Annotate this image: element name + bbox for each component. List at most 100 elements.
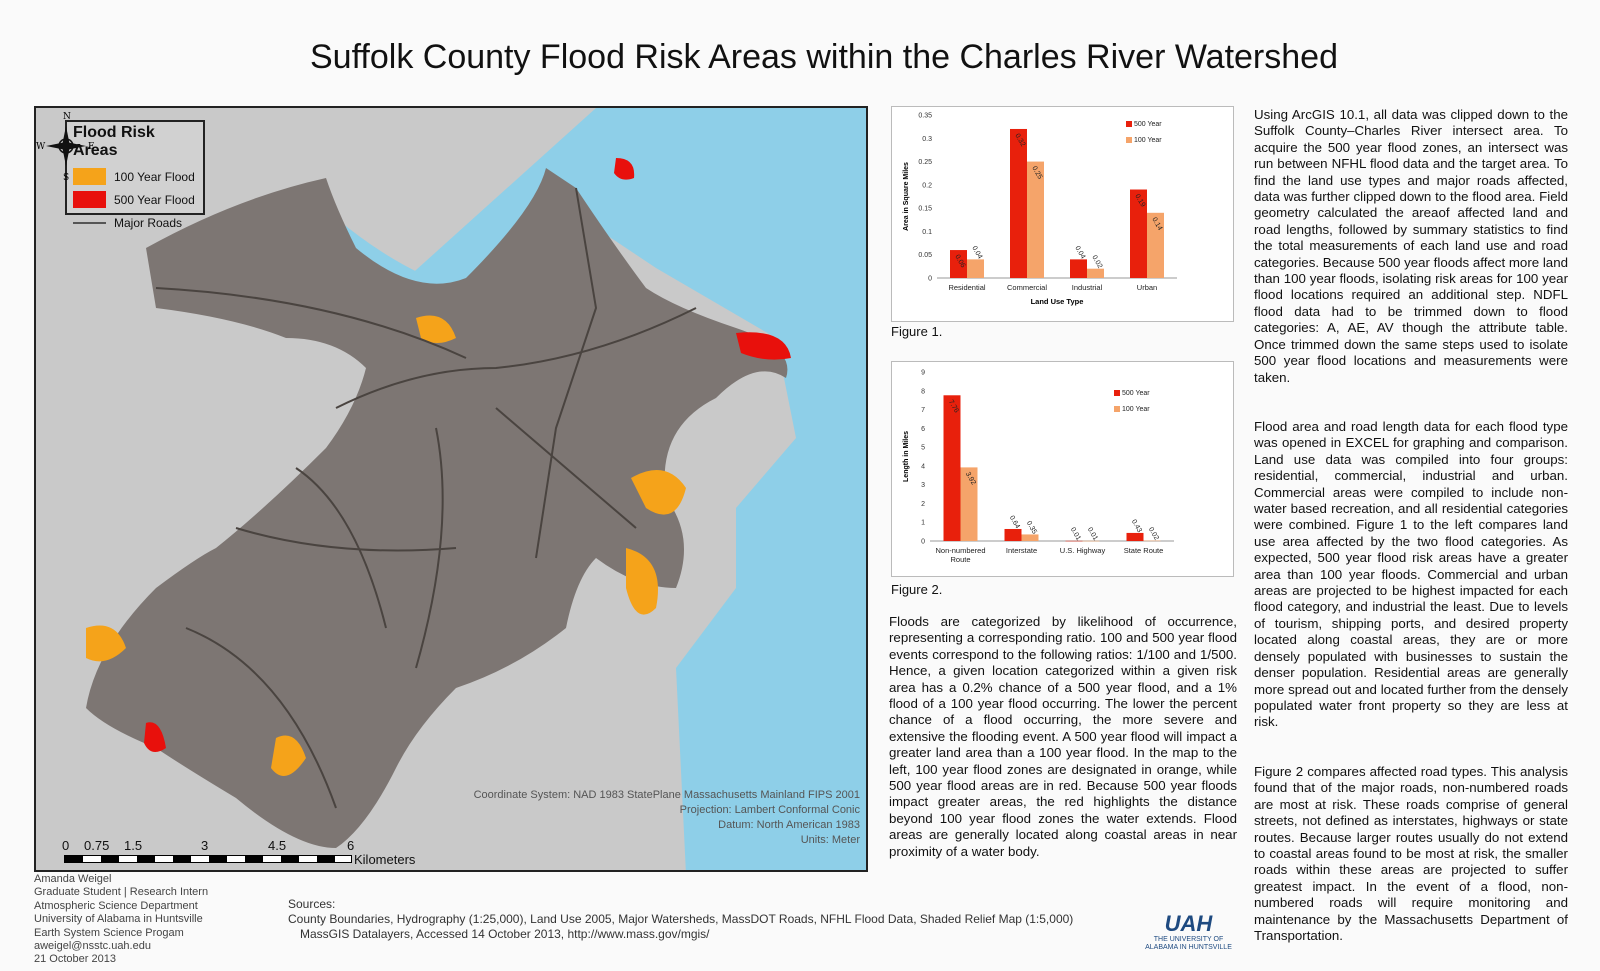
y-tick-label: 6 bbox=[921, 426, 925, 433]
uah-logo: UAH THE UNIVERSITY OF ALABAMA IN HUNTSVI… bbox=[1141, 912, 1236, 962]
y-tick-label: 0.25 bbox=[918, 159, 932, 166]
land-use-bar-chart: 0 0.05 0.1 0.15 0.2 0.25 0.3 0.35 Area in Square… bbox=[903, 113, 1177, 306]
bar-500-year bbox=[950, 250, 967, 278]
scale-tick: 1.5 bbox=[124, 838, 143, 853]
figure-1-chart: 0 0.05 0.1 0.15 0.2 0.25 0.3 0.35 Area in Square… bbox=[891, 106, 1234, 322]
author-block: Amanda Weigel Graduate Student | Researc… bbox=[34, 873, 208, 967]
category-label: U.S. Highway bbox=[1060, 546, 1106, 555]
map-metadata: Coordinate System: NAD 1983 StatePlane M… bbox=[474, 788, 860, 848]
scale-bar-graphic bbox=[64, 855, 352, 863]
author-university: University of Alabama in Huntsville bbox=[34, 913, 203, 926]
bar-100-year bbox=[1087, 268, 1104, 278]
scale-bar: 0 0.75 1.5 3 4.5 6 Kilometers bbox=[62, 838, 422, 868]
author-email: aweigel@nsstc.uah.edu bbox=[34, 940, 151, 953]
flood-map[interactable]: Flood Risk Areas 100 Year Flood 500 Year… bbox=[34, 106, 868, 872]
legend-label: 100 Year bbox=[1134, 137, 1162, 144]
y-tick-label: 0.05 bbox=[918, 252, 932, 259]
legend-label: 500 Year bbox=[1122, 390, 1150, 397]
category-label: Urban bbox=[1137, 283, 1157, 292]
orange-swatch bbox=[73, 168, 106, 185]
data-label: 0.01 bbox=[1069, 526, 1082, 541]
category-label: Non-numbered bbox=[935, 546, 985, 555]
scale-tick: 3 bbox=[201, 838, 209, 853]
data-label: 0.35 bbox=[1025, 520, 1038, 535]
scale-tick: 6 bbox=[347, 838, 355, 853]
author-program: Earth System Science Progam bbox=[34, 926, 184, 939]
legend-swatch bbox=[1114, 406, 1120, 412]
logo-mark: UAH bbox=[1164, 911, 1213, 936]
scale-unit: Kilometers bbox=[354, 852, 416, 867]
data-label: 0.02 bbox=[1090, 254, 1103, 269]
road-line-swatch bbox=[73, 221, 106, 224]
scale-tick: 0 bbox=[62, 838, 70, 853]
projection: Projection: Lambert Conformal Conic bbox=[679, 804, 860, 816]
legend-item-100-year: 100 Year Flood bbox=[73, 165, 197, 188]
compass-e: E bbox=[88, 142, 95, 152]
category-label: Interstate bbox=[1006, 546, 1037, 555]
data-label: 0.01 bbox=[1086, 526, 1099, 541]
y-tick-label: 0.15 bbox=[918, 206, 932, 213]
y-tick-label: 0 bbox=[928, 276, 932, 283]
category-label: Industrial bbox=[1072, 283, 1103, 292]
data-label: 0.64 bbox=[1008, 515, 1021, 530]
bar-100-year bbox=[1021, 534, 1039, 541]
scale-tick: 0.75 bbox=[84, 838, 110, 853]
compass-n: N bbox=[63, 112, 71, 122]
y-tick-label: 0.2 bbox=[922, 182, 932, 189]
logo-line-1: THE UNIVERSITY OF bbox=[1153, 936, 1224, 943]
map-legend: Flood Risk Areas 100 Year Flood 500 Year… bbox=[65, 120, 205, 230]
y-tick-label: 7 bbox=[921, 407, 925, 414]
author-date: 21 October 2013 bbox=[34, 953, 116, 966]
sources-label: Sources: bbox=[288, 897, 336, 911]
bar-100-year bbox=[1143, 540, 1161, 542]
harbor-water bbox=[396, 108, 866, 870]
legend-label: Major Roads bbox=[114, 215, 183, 230]
compass-s: S bbox=[63, 173, 69, 183]
category-label: Route bbox=[950, 555, 970, 564]
legend-swatch bbox=[1114, 390, 1120, 396]
sources-block: Sources: County Boundaries, Hydrography … bbox=[288, 897, 1073, 942]
scale-tick: 4.5 bbox=[268, 838, 287, 853]
compass-rose-icon: N S E W bbox=[36, 112, 95, 183]
methods-paragraph: Using ArcGIS 10.1, all data was clipped … bbox=[1254, 107, 1568, 385]
y-tick-label: 0 bbox=[921, 539, 925, 546]
y-axis-label: Length in Miles bbox=[903, 431, 910, 482]
bar-500-year bbox=[1126, 532, 1144, 541]
bar-500-year bbox=[1010, 128, 1027, 278]
bar-100-year bbox=[1147, 212, 1164, 278]
bar-500-year bbox=[1065, 540, 1083, 542]
bar-100-year bbox=[967, 259, 984, 278]
author-name: Amanda Weigel bbox=[34, 873, 112, 885]
bar-500-year bbox=[1004, 528, 1022, 541]
legend-label: 100 Year bbox=[1122, 406, 1150, 413]
map-graphic bbox=[86, 108, 866, 870]
y-tick-label: 0.1 bbox=[922, 229, 932, 236]
legend-swatch bbox=[1126, 121, 1132, 127]
sources-line-2: MassGIS Datalayers, Accessed 14 October … bbox=[300, 927, 710, 941]
compass-w: W bbox=[36, 142, 46, 152]
data-label: 0.04 bbox=[1073, 245, 1086, 260]
major-roads bbox=[155, 187, 697, 809]
y-tick-label: 1 bbox=[921, 520, 925, 527]
legend-label: 100 Year Flood bbox=[114, 169, 195, 184]
analysis-paragraph-2: Figure 2 compares affected road types. T… bbox=[1254, 764, 1568, 944]
author-role: Graduate Student | Research Intern bbox=[34, 886, 209, 899]
y-tick-label: 3 bbox=[921, 482, 925, 489]
data-label: 0.02 bbox=[1147, 526, 1160, 541]
legend-item-500-year: 500 Year Flood bbox=[73, 188, 197, 211]
analysis-paragraph-1: Flood area and road length data for each… bbox=[1254, 419, 1568, 730]
legend-swatch bbox=[1126, 137, 1132, 143]
bar-100-year bbox=[1082, 540, 1100, 542]
y-tick-label: 0.35 bbox=[918, 113, 932, 120]
x-axis-label: Land Use Type bbox=[1031, 297, 1084, 306]
datum: Datum: North American 1983 bbox=[718, 819, 860, 831]
bar-500-year bbox=[1130, 189, 1147, 278]
sources-line-1: County Boundaries, Hydrography (1:25,000… bbox=[288, 912, 1074, 926]
bar-500-year bbox=[943, 395, 961, 541]
y-tick-label: 4 bbox=[921, 463, 925, 470]
units: Units: Meter bbox=[800, 834, 860, 846]
logo-line-2: ALABAMA IN HUNTSVILLE bbox=[1145, 944, 1232, 951]
figure-1-caption: Figure 1. bbox=[891, 324, 943, 339]
category-label: Residential bbox=[948, 283, 985, 292]
